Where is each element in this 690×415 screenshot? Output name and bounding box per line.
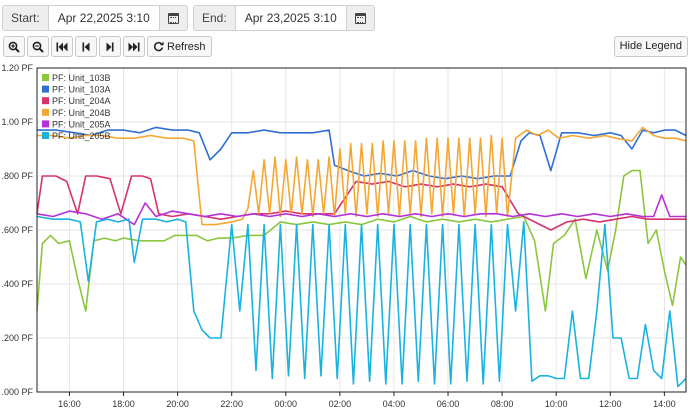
- series-line-pf-unit-204a: [36, 175, 686, 231]
- series-line-pf-unit-205b: [36, 215, 687, 388]
- legend-swatch: [42, 120, 49, 128]
- legend-swatch: [42, 97, 49, 105]
- y-tick-label: .200 PF: [1, 333, 33, 343]
- chart-svg[interactable]: .000 PF .200 PF .400 PF .600 PF .800 PF 1.00 …: [0, 60, 690, 415]
- legend-swatch: [42, 108, 49, 116]
- step-back-icon: [82, 42, 90, 51]
- series-line-pf-unit-205a: [36, 194, 686, 226]
- y-tick-label: 1.20 PF: [1, 63, 33, 73]
- x-tick-label: 04:00: [383, 399, 406, 409]
- y-tick-label: .800 PF: [1, 171, 33, 181]
- legend-label: PF: Unit_204B: [52, 108, 111, 118]
- legend-swatch: [42, 85, 49, 93]
- y-tick-label: 1.00 PF: [1, 117, 33, 127]
- calendar-icon: [168, 12, 179, 24]
- series-line-pf-unit-204b: [37, 126, 687, 226]
- skip-forward-button[interactable]: [123, 36, 145, 57]
- x-tick-label: 08:00: [491, 399, 514, 409]
- legend-label: PF: Unit_103B: [52, 73, 111, 83]
- end-date-input[interactable]: Apr 23,2025 3:10 pm: [235, 6, 346, 30]
- end-date-group: End: Apr 23,2025 3:10 pm: [193, 5, 375, 31]
- y-tick-label: .000 PF: [1, 387, 33, 397]
- skip-back-button[interactable]: [51, 36, 73, 57]
- legend-label: PF: Unit_205A: [52, 119, 111, 129]
- step-forward-icon: [106, 42, 114, 51]
- x-tick-label: 22:00: [220, 399, 243, 409]
- x-tick-label: 06:00: [437, 399, 460, 409]
- step-forward-button[interactable]: [99, 36, 121, 57]
- step-back-button[interactable]: [75, 36, 97, 57]
- legend-swatch: [42, 132, 49, 139]
- refresh-button[interactable]: Refresh: [147, 36, 212, 57]
- zoom-out-icon: [32, 41, 44, 53]
- x-tick-label: 10:00: [545, 399, 568, 409]
- x-tick-label: 12:00: [599, 399, 622, 409]
- start-date-group: Start: Apr 22,2025 3:10 pm: [2, 5, 188, 31]
- legend-swatch: [42, 74, 49, 81]
- zoom-in-button[interactable]: [3, 36, 25, 57]
- zoom-in-icon: [8, 41, 20, 53]
- end-calendar-button[interactable]: [346, 6, 374, 30]
- legend-label: PF: Unit_103A: [52, 85, 111, 95]
- plot-frame: [36, 67, 687, 393]
- x-tick-label: 00:00: [275, 399, 298, 409]
- zoom-out-button[interactable]: [27, 36, 49, 57]
- start-label: Start:: [3, 6, 49, 30]
- calendar-icon: [355, 12, 366, 24]
- x-tick-label: 16:00: [58, 399, 81, 409]
- pf-chart[interactable]: .000 PF .200 PF .400 PF .600 PF .800 PF 1.00 …: [0, 60, 690, 415]
- refresh-label: Refresh: [167, 40, 206, 53]
- x-tick-label: 20:00: [166, 399, 189, 409]
- refresh-icon: [153, 41, 164, 52]
- hide-legend-button[interactable]: Hide Legend: [613, 36, 688, 57]
- y-tick-label: .600 PF: [1, 225, 33, 235]
- y-tick-label: .400 PF: [1, 279, 33, 289]
- skip-forward-icon: [128, 42, 140, 51]
- series-line-pf-unit-103b: [36, 169, 687, 312]
- start-date-input[interactable]: Apr 22,2025 3:10 pm: [48, 6, 159, 30]
- x-tick-label: 02:00: [329, 399, 352, 409]
- legend-label: PF: Unit_205B: [52, 131, 111, 141]
- legend-label: PF: Unit_204A: [52, 96, 111, 106]
- x-tick-label: 18:00: [112, 399, 135, 409]
- x-tick-label: 14:00: [653, 399, 676, 409]
- end-label: End:: [194, 6, 236, 30]
- chart-toolbar: Refresh: [3, 36, 212, 57]
- start-calendar-button[interactable]: [159, 6, 187, 30]
- skip-back-icon: [56, 42, 68, 51]
